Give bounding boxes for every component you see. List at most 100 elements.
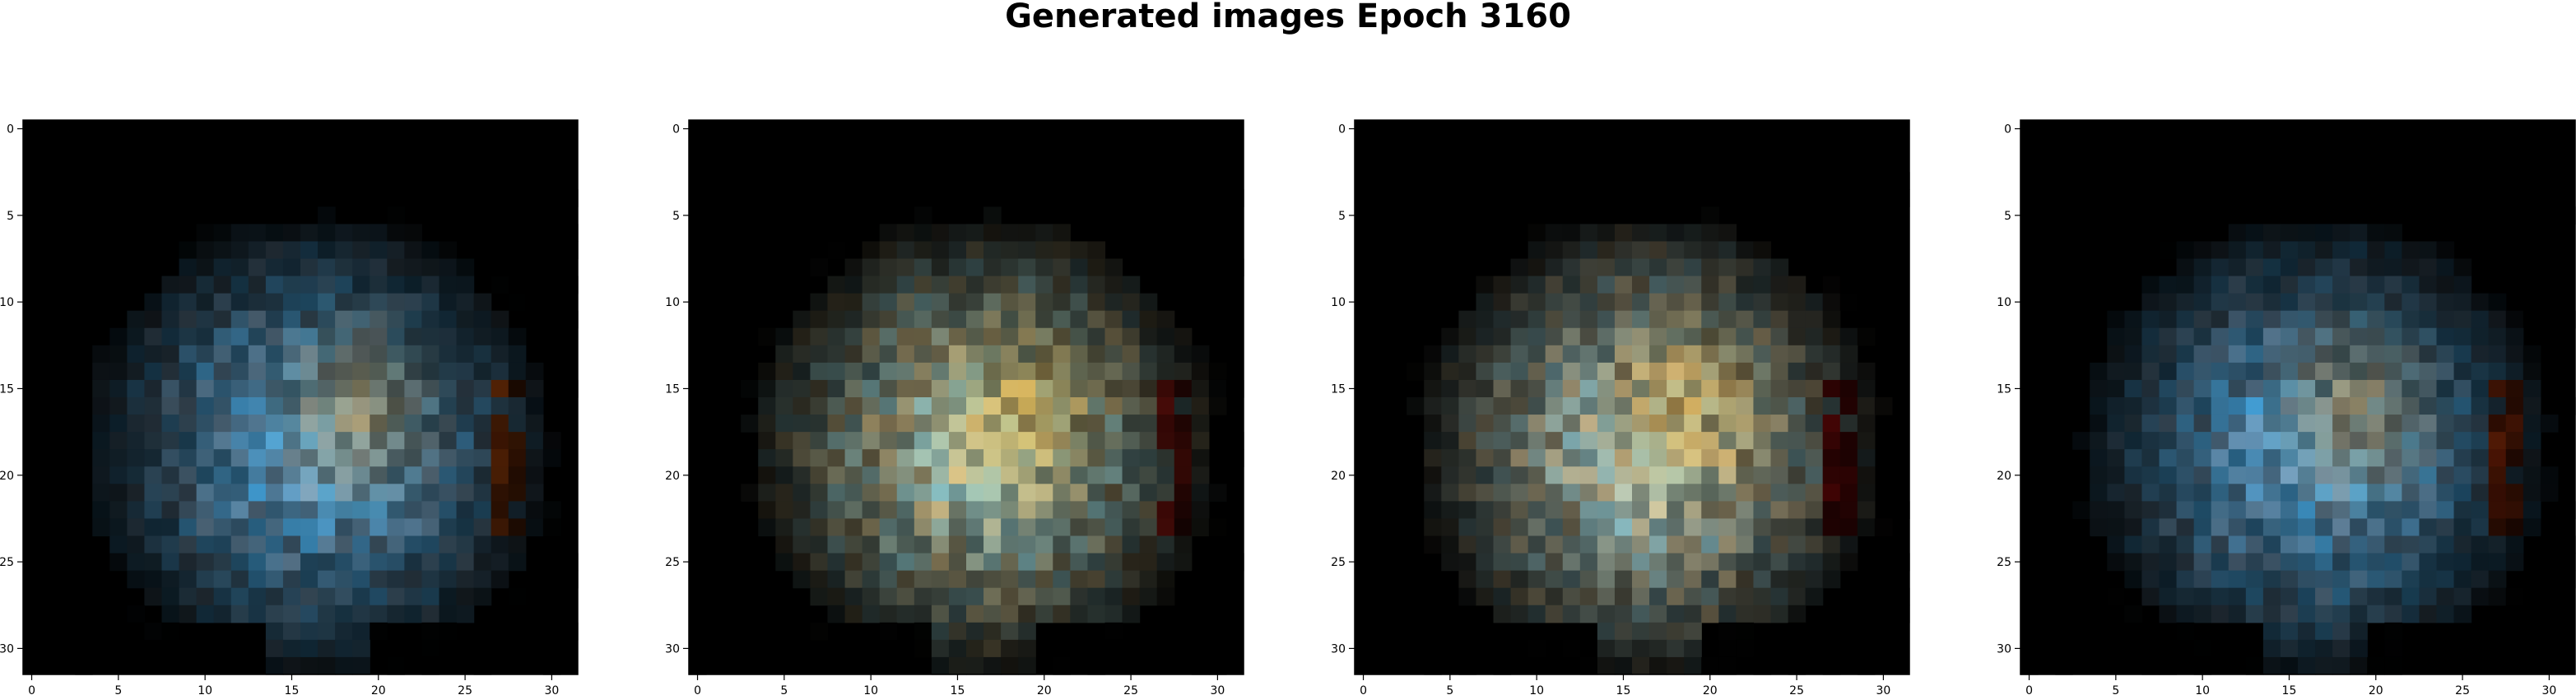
- image-pixel: [931, 327, 950, 346]
- image-pixel: [2211, 535, 2230, 554]
- image-pixel: [1087, 501, 1106, 520]
- image-pixel: [248, 484, 267, 502]
- image-pixel: [2228, 484, 2247, 502]
- image-pixel: [1191, 293, 1210, 312]
- image-pixel: [1174, 484, 1193, 502]
- image-pixel: [2280, 484, 2299, 502]
- image-pixel: [1174, 155, 1193, 173]
- image-pixel: [2350, 224, 2368, 243]
- image-pixel: [1001, 362, 1019, 381]
- image-pixel: [2488, 172, 2507, 190]
- x-tick-label: 10: [1529, 684, 1544, 695]
- image-pixel: [2280, 622, 2299, 641]
- image-pixel: [404, 327, 423, 346]
- image-pixel: [2298, 397, 2316, 415]
- image-pixel: [844, 587, 863, 606]
- image-pixel: [318, 241, 336, 260]
- image-pixel: [2298, 553, 2316, 572]
- image-pixel: [127, 415, 146, 433]
- image-pixel: [1053, 241, 1071, 260]
- image-pixel: [1805, 137, 1824, 155]
- image-pixel: [2350, 345, 2368, 364]
- image-pixel: [1493, 155, 1512, 173]
- image-pixel: [1407, 241, 1425, 260]
- image-pixel: [127, 518, 146, 537]
- image-pixel: [1122, 293, 1141, 312]
- image-pixel: [473, 379, 492, 398]
- image-pixel: [1579, 518, 1598, 537]
- image-pixel: [1053, 310, 1071, 329]
- image-pixel: [265, 605, 284, 623]
- x-tick-label: 15: [285, 684, 300, 695]
- image-pixel: [914, 639, 932, 658]
- image-pixel: [1122, 535, 1141, 554]
- image-pixel: [318, 587, 336, 606]
- image-pixel: [2315, 501, 2333, 520]
- image-pixel: [896, 553, 915, 572]
- image-pixel: [2332, 432, 2350, 450]
- image-pixel: [1476, 415, 1495, 433]
- image-pixel: [335, 570, 353, 589]
- x-tick-label: 15: [2282, 684, 2297, 695]
- image-pixel: [862, 587, 881, 606]
- image-pixel: [1407, 587, 1425, 606]
- image-pixel: [1070, 379, 1089, 398]
- image-pixel: [2315, 449, 2333, 467]
- image-pixel: [370, 155, 388, 173]
- image-pixel: [248, 345, 267, 364]
- image-pixel: [92, 397, 110, 415]
- image-pixel: [1597, 535, 1616, 554]
- image-pixel: [1874, 241, 1893, 260]
- image-pixel: [1139, 501, 1158, 520]
- image-pixel: [1649, 293, 1667, 312]
- image-pixel: [335, 656, 353, 675]
- image-pixel: [983, 501, 1002, 520]
- image-pixel: [1545, 120, 1564, 138]
- image-pixel: [1156, 241, 1175, 260]
- image-pixel: [758, 327, 776, 346]
- image-pixel: [948, 241, 967, 260]
- image-pixel: [896, 415, 915, 433]
- image-pixel: [1070, 310, 1089, 329]
- image-pixel: [1788, 345, 1806, 364]
- image-pixel: [2384, 587, 2402, 606]
- image-pixel: [1718, 397, 1737, 415]
- image-pixel: [1788, 362, 1806, 381]
- image-pixel: [1718, 656, 1737, 675]
- image-pixel: [2280, 570, 2299, 589]
- image-pixel: [1035, 466, 1053, 484]
- image-pixel: [844, 484, 863, 502]
- image-pixel: [473, 345, 492, 364]
- image-pixel: [456, 484, 475, 502]
- image-pixel: [456, 518, 475, 537]
- image-pixel: [2211, 605, 2230, 623]
- image-pixel: [1545, 276, 1564, 294]
- image-pixel: [2402, 587, 2420, 606]
- image-pixel: [1104, 276, 1123, 294]
- image-pixel: [109, 206, 128, 225]
- image-pixel: [1156, 570, 1175, 589]
- image-pixel: [525, 432, 544, 450]
- image-pixel: [387, 258, 405, 277]
- image-pixel: [456, 553, 475, 572]
- image-pixel: [1070, 362, 1089, 381]
- image-pixel: [230, 587, 249, 606]
- image-pixel: [1122, 379, 1141, 398]
- image-pixel: [2280, 362, 2299, 381]
- image-pixel: [2055, 345, 2073, 364]
- image-pixel: [2228, 518, 2247, 537]
- image-pixel: [404, 605, 423, 623]
- image-pixel: [2055, 518, 2073, 537]
- image-pixel: [1527, 484, 1546, 502]
- image-pixel: [896, 293, 915, 312]
- image-pixel: [2557, 501, 2576, 520]
- image-pixel: [1874, 258, 1893, 277]
- image-pixel: [421, 276, 440, 294]
- image-pixel: [983, 639, 1002, 658]
- image-pixel: [983, 241, 1002, 260]
- image-pixel: [2453, 397, 2472, 415]
- image-pixel: [2367, 449, 2385, 467]
- image-pixel: [1070, 293, 1089, 312]
- image-pixel: [1476, 206, 1495, 225]
- image-pixel: [2384, 189, 2402, 207]
